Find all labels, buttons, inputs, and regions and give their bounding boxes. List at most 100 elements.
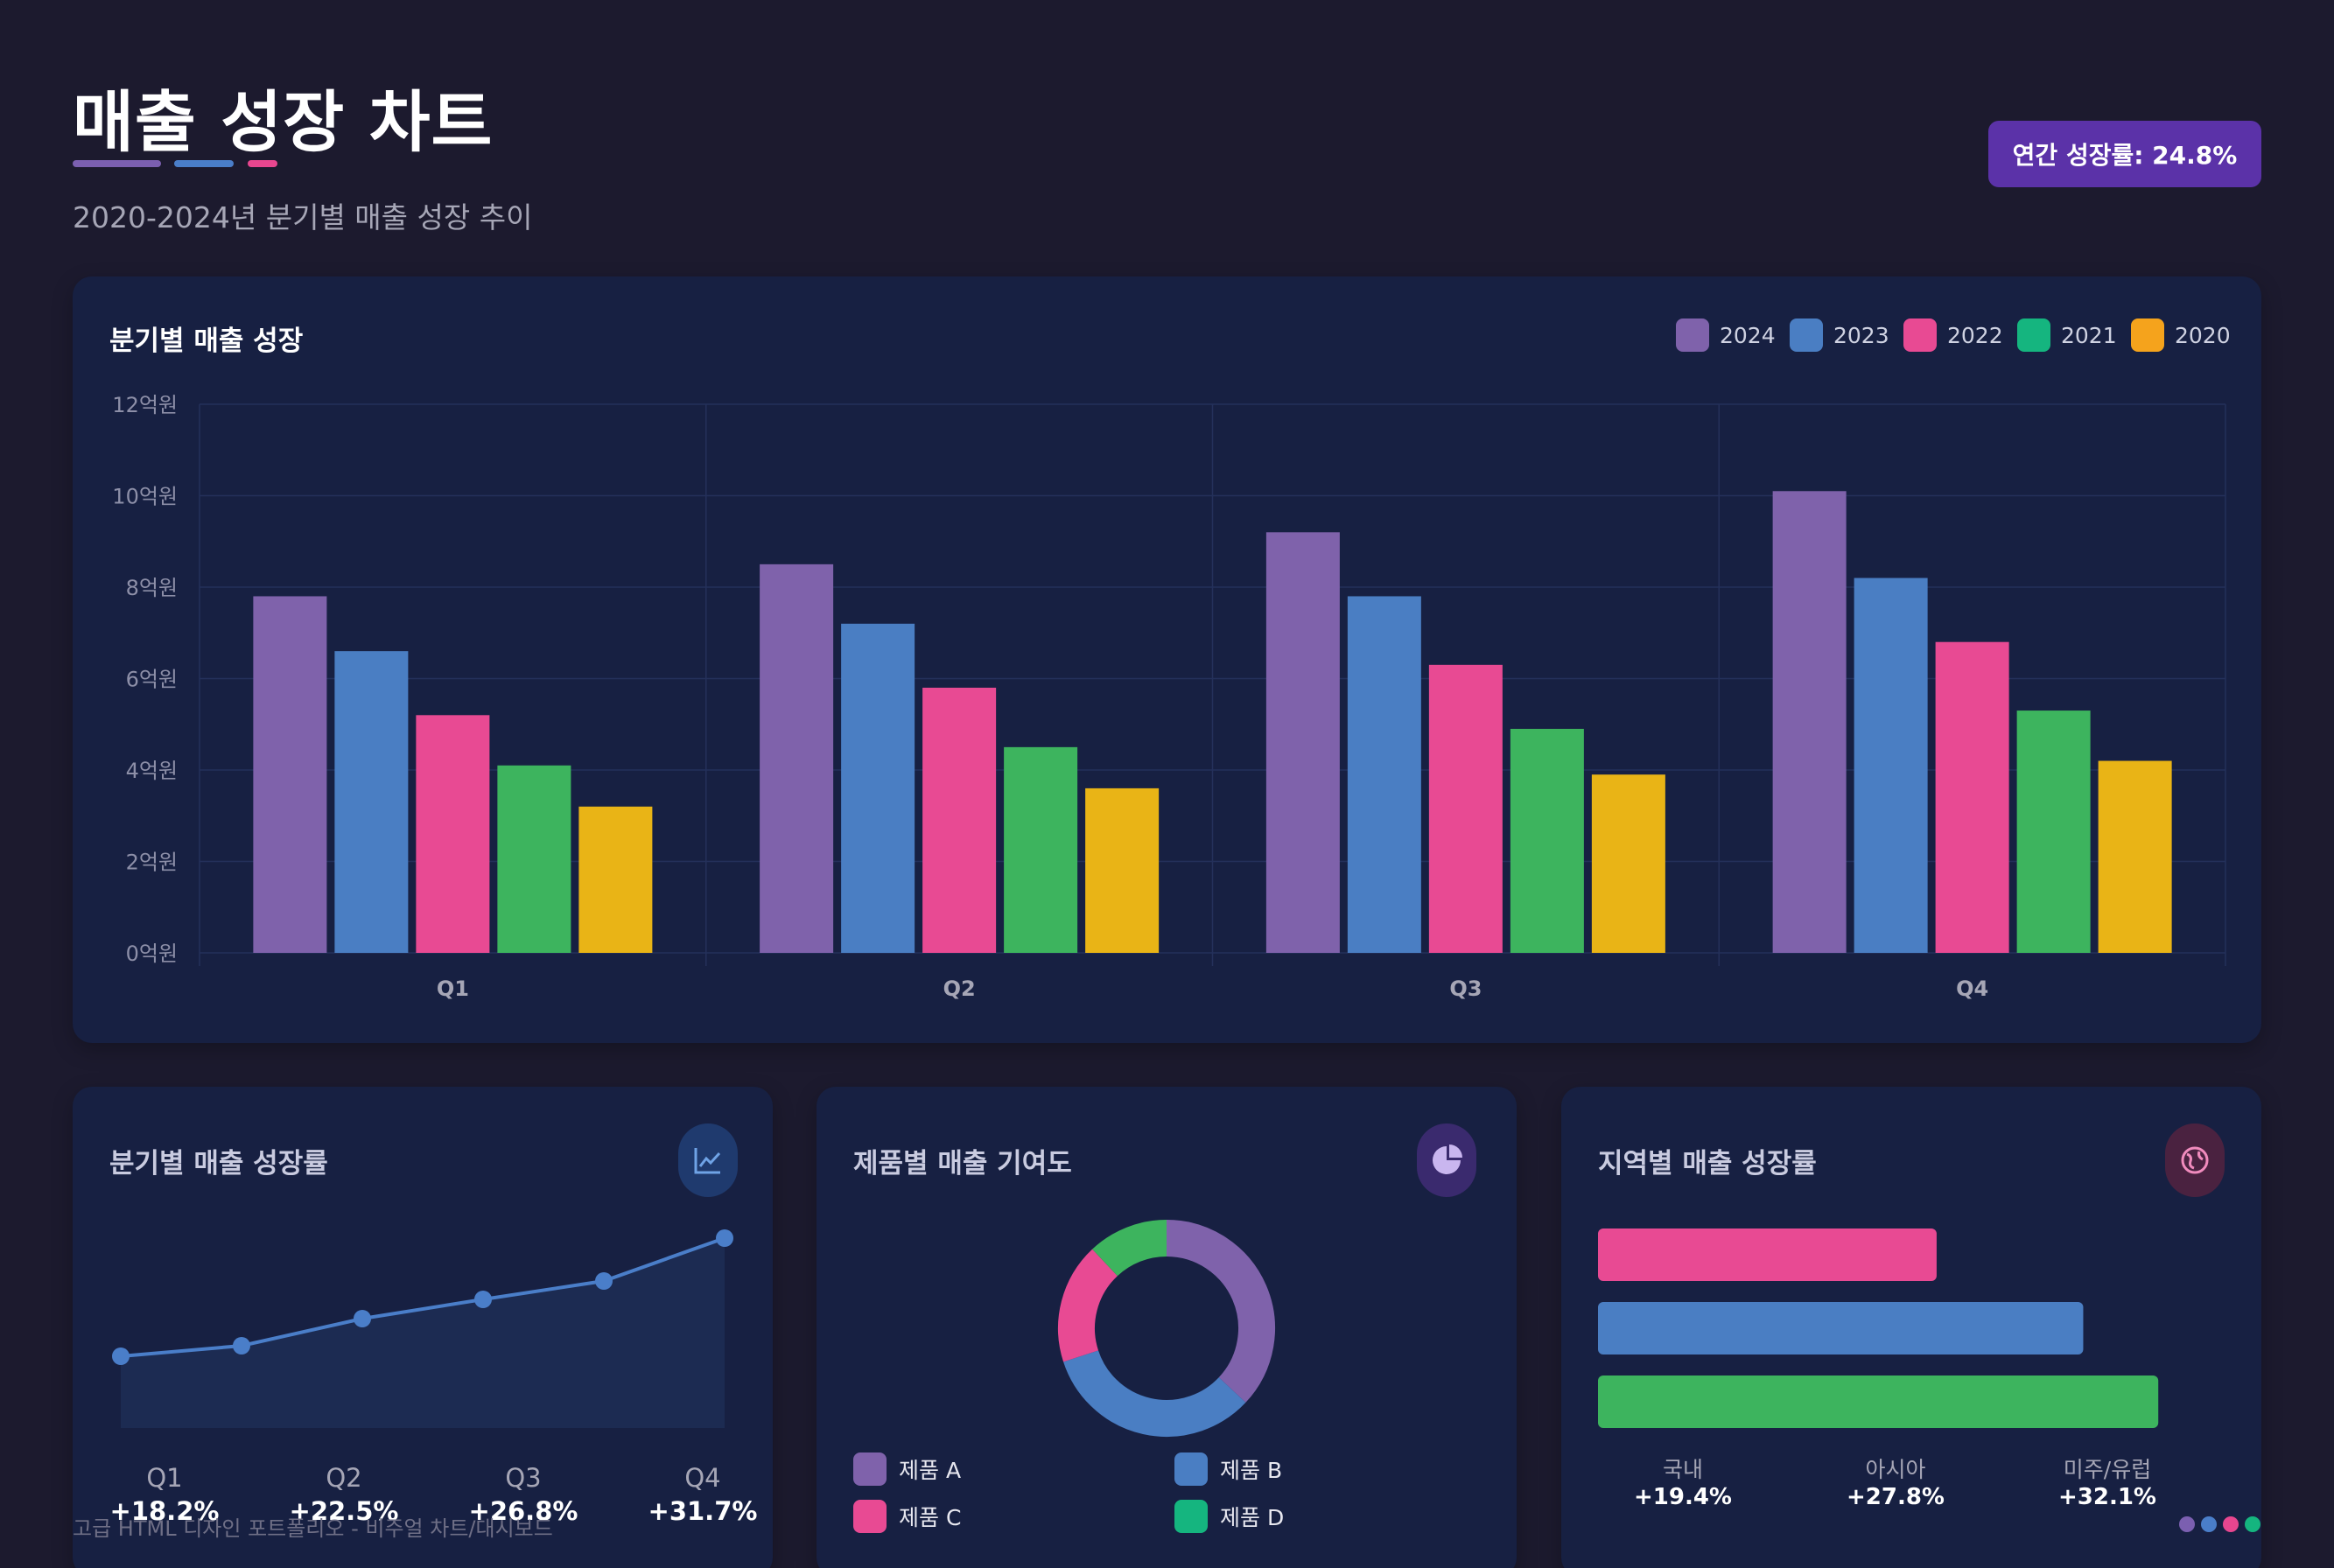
x-tick-label: Q4 <box>1956 976 1988 1001</box>
bar-2024-Q2 <box>760 564 834 953</box>
line-q-label: Q2 <box>326 1463 362 1493</box>
bar-2020-Q1 <box>578 806 653 953</box>
y-tick-label: 4억원 <box>126 759 178 783</box>
product-contribution-card: 제품별 매출 기여도 제품 A 제품 B 제품 C 제품 D <box>817 1087 1517 1568</box>
region-bar-2 <box>1598 1302 2084 1354</box>
legend-label-2021: 2021 <box>2061 322 2117 348</box>
donut-slice-4 <box>1092 1220 1167 1277</box>
bar-2020-Q3 <box>1591 774 1665 953</box>
donut-swatch-b <box>1174 1452 1208 1486</box>
x-tick-label: Q1 <box>437 976 469 1001</box>
line-chart-icon-glyph <box>694 1148 721 1174</box>
bar-2021-Q3 <box>1510 728 1584 953</box>
donut-legend-label: 제품 B <box>1220 1458 1283 1483</box>
line-q-label: Q1 <box>146 1463 183 1493</box>
donut-chart-title: 제품별 매출 기여도 <box>853 1148 1072 1180</box>
legend-item-2022[interactable]: 2022 <box>1903 318 2003 352</box>
bar-chart-plot: 0억원 2억원 4억원 6억원 8억원 10억원 12억원 Q1 Q2 Q3 Q4 <box>112 393 2226 1001</box>
donut-chart-plot <box>1058 1220 1275 1437</box>
bar-2021-Q1 <box>497 765 571 953</box>
legend-swatch-2023 <box>1790 318 1823 352</box>
line-chart-title: 분기별 매출 성장률 <box>109 1148 328 1180</box>
bar-2021-Q4 <box>2016 710 2091 953</box>
bar-2020-Q2 <box>1085 788 1160 953</box>
growth-rate-card: 분기별 매출 성장률 Q1 Q2 Q3 Q4 +18.2% +22.5% +26… <box>73 1087 773 1568</box>
quarterly-sales-card: 분기별 매출 성장 2024 2023 2022 2021 2020 0억원 2억… <box>73 276 2261 1043</box>
legend-label-2023: 2023 <box>1833 322 1889 348</box>
donut-legend-label: 제품 C <box>899 1505 962 1530</box>
footer-dot <box>2179 1516 2195 1532</box>
donut-legend-label: 제품 A <box>899 1458 962 1483</box>
line-chart-icon[interactable] <box>678 1124 738 1197</box>
growth-point <box>233 1337 250 1354</box>
legend-swatch-2021 <box>2017 318 2050 352</box>
bar-2023-Q4 <box>1854 578 1928 953</box>
bar-2023-Q1 <box>334 651 409 953</box>
bar-chart-title: 분기별 매출 성장 <box>109 326 304 357</box>
region-chart-title: 지역별 매출 성장률 <box>1598 1148 1817 1180</box>
legend-item-2023[interactable]: 2023 <box>1790 318 1889 352</box>
donut-swatch-a <box>853 1452 887 1486</box>
y-tick-label: 12억원 <box>112 393 178 417</box>
regional-growth-card: 지역별 매출 성장률 국내 아시아 미주/유럽 +19.4% +27.8% +3… <box>1561 1087 2261 1568</box>
region-label: 국내 <box>1662 1457 1703 1482</box>
legend-label-2024: 2024 <box>1720 322 1776 348</box>
line-q-value: +22.5% <box>289 1496 399 1526</box>
donut-legend-a[interactable]: 제품 A <box>853 1452 961 1486</box>
legend-item-2021[interactable]: 2021 <box>2017 318 2117 352</box>
donut-swatch-c <box>853 1500 887 1533</box>
region-value: +19.4% <box>1634 1484 1732 1510</box>
y-tick-label: 6억원 <box>126 668 178 692</box>
growth-point <box>595 1272 613 1290</box>
donut-legend-d[interactable]: 제품 D <box>1174 1500 1284 1533</box>
title-underline-3 <box>248 160 277 167</box>
y-tick-label: 2억원 <box>126 850 178 875</box>
growth-point <box>474 1291 492 1308</box>
bar-2020-Q4 <box>2098 760 2172 953</box>
growth-point <box>354 1310 371 1327</box>
growth-point <box>716 1229 733 1247</box>
donut-slice-1 <box>1166 1220 1275 1403</box>
bar-2022-Q3 <box>1428 664 1503 953</box>
donut-slice-3 <box>1058 1249 1118 1362</box>
legend-label-2020: 2020 <box>2175 322 2231 348</box>
legend-swatch-2020 <box>2131 318 2164 352</box>
footer-dot <box>2201 1516 2217 1532</box>
donut-slice-2 <box>1063 1349 1246 1437</box>
bar-2021-Q2 <box>1004 746 1078 953</box>
bar-2024-Q3 <box>1265 532 1340 953</box>
growth-area <box>121 1238 725 1428</box>
donut-swatch-d <box>1174 1500 1208 1533</box>
region-value: +27.8% <box>1847 1484 1945 1510</box>
page-title: 매출 성장 차트 <box>73 83 494 161</box>
globe-icon-glyph <box>2181 1146 2209 1174</box>
bar-2024-Q1 <box>253 596 327 953</box>
y-tick-label: 10억원 <box>112 485 178 509</box>
pie-chart-icon[interactable] <box>1417 1124 1476 1197</box>
region-bar-1 <box>1598 1228 1937 1281</box>
line-q-value: +26.8% <box>468 1496 578 1526</box>
donut-legend-c[interactable]: 제품 C <box>853 1500 961 1533</box>
legend-swatch-2022 <box>1903 318 1937 352</box>
bar-2023-Q3 <box>1347 596 1421 953</box>
bar-2024-Q4 <box>1772 491 1847 953</box>
region-value: +32.1% <box>2058 1484 2156 1510</box>
line-q-value: +31.7% <box>648 1496 758 1526</box>
page-subtitle: 2020-2024년 분기별 매출 성장 추이 <box>73 200 533 234</box>
legend-swatch-2024 <box>1676 318 1709 352</box>
title-underline-2 <box>174 160 234 167</box>
line-q-value: +18.2% <box>109 1496 220 1526</box>
legend-label-2022: 2022 <box>1947 322 2003 348</box>
legend-item-2020[interactable]: 2020 <box>2131 318 2231 352</box>
region-bar-3 <box>1598 1376 2159 1428</box>
donut-legend-b[interactable]: 제품 B <box>1174 1452 1282 1486</box>
footer-text: 고급 HTML 디자인 포트폴리오 - 비주얼 차트/대시보드 <box>73 1516 553 1541</box>
donut-legend-label: 제품 D <box>1220 1505 1285 1530</box>
y-tick-label: 0억원 <box>126 942 178 966</box>
bar-2022-Q1 <box>416 715 490 953</box>
bar-2022-Q4 <box>1935 641 2009 953</box>
region-label: 미주/유럽 <box>2063 1457 2152 1482</box>
legend-item-2024[interactable]: 2024 <box>1676 318 1776 352</box>
globe-icon[interactable] <box>2165 1124 2225 1197</box>
bar-2022-Q2 <box>922 687 997 953</box>
